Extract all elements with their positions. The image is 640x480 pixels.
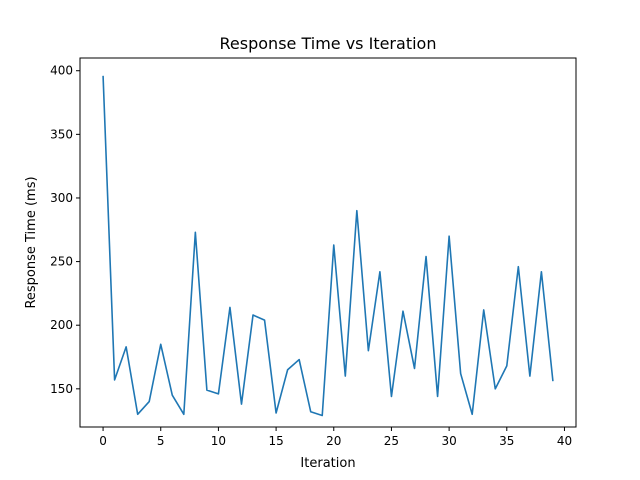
plot-frame (79, 57, 577, 428)
y-tick-label: 200 (50, 318, 73, 332)
x-tick-label: 5 (157, 434, 165, 448)
x-tick-label: 0 (99, 434, 107, 448)
y-tick-label: 400 (50, 64, 73, 78)
x-tick-label: 40 (557, 434, 572, 448)
y-tick-label: 150 (50, 382, 73, 396)
series-line (102, 75, 554, 417)
y-axis-label: Response Time (ms) (24, 176, 39, 308)
x-tick-label: 20 (326, 434, 341, 448)
x-axis-ticks: 0 5 10 15 20 25 30 35 40 (99, 427, 572, 448)
x-tick-label: 10 (211, 434, 226, 448)
y-tick-label: 300 (50, 191, 73, 205)
plot-area (79, 57, 577, 428)
x-tick-label: 25 (384, 434, 399, 448)
chart-title: Response Time vs Iteration (220, 34, 437, 53)
series-group (102, 75, 554, 417)
y-tick-label: 250 (50, 255, 73, 269)
x-tick-label: 30 (441, 434, 456, 448)
x-tick-label: 15 (268, 434, 283, 448)
y-axis-ticks: 150 200 250 300 350 400 (50, 64, 80, 396)
x-tick-label: 35 (499, 434, 514, 448)
x-axis-label: Iteration (300, 456, 355, 471)
y-tick-label: 350 (50, 127, 73, 141)
